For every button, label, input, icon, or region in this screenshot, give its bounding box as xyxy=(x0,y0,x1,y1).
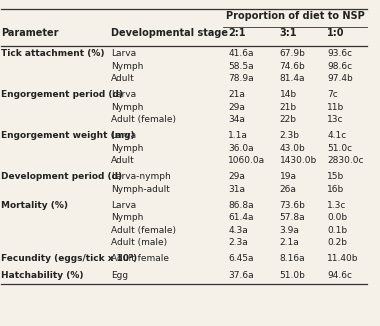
Text: Nymph: Nymph xyxy=(111,144,144,153)
Text: 3.9a: 3.9a xyxy=(280,226,299,235)
Text: 43.0b: 43.0b xyxy=(280,144,305,153)
Text: 93.6c: 93.6c xyxy=(327,49,352,58)
Text: 37.6a: 37.6a xyxy=(228,271,254,280)
Text: Engorgement weight (mg): Engorgement weight (mg) xyxy=(2,131,135,141)
Text: Fecundity (eggs/tick x 10²): Fecundity (eggs/tick x 10²) xyxy=(2,255,138,263)
Text: 81.4a: 81.4a xyxy=(280,74,305,83)
Text: Adult (female): Adult (female) xyxy=(111,115,176,124)
Text: Larva: Larva xyxy=(111,90,136,99)
Text: Larva: Larva xyxy=(111,49,136,58)
Text: Engorgement period (d): Engorgement period (d) xyxy=(2,90,124,99)
Text: 13c: 13c xyxy=(327,115,344,124)
Text: Adult (male): Adult (male) xyxy=(111,238,167,247)
Text: 26a: 26a xyxy=(280,185,296,194)
Text: Adult: Adult xyxy=(111,74,135,83)
Text: 14b: 14b xyxy=(280,90,297,99)
Text: 34a: 34a xyxy=(228,115,245,124)
Text: 36.0a: 36.0a xyxy=(228,144,254,153)
Text: 98.6c: 98.6c xyxy=(327,62,352,70)
Text: 15b: 15b xyxy=(327,172,344,181)
Text: 21a: 21a xyxy=(228,90,245,99)
Text: 29a: 29a xyxy=(228,103,245,111)
Text: 58.5a: 58.5a xyxy=(228,62,254,70)
Text: 3:1: 3:1 xyxy=(280,28,297,38)
Text: 0.1b: 0.1b xyxy=(327,226,347,235)
Text: 0.0b: 0.0b xyxy=(327,214,347,222)
Text: Adult female: Adult female xyxy=(111,255,169,263)
Text: 8.16a: 8.16a xyxy=(280,255,305,263)
Text: 1.1a: 1.1a xyxy=(228,131,248,141)
Text: Developmental stage: Developmental stage xyxy=(111,28,228,38)
Text: 4.3a: 4.3a xyxy=(228,226,248,235)
Text: Nymph: Nymph xyxy=(111,62,144,70)
Text: 4.1c: 4.1c xyxy=(327,131,347,141)
Text: Larva: Larva xyxy=(111,201,136,210)
Text: 51.0c: 51.0c xyxy=(327,144,352,153)
Text: 11b: 11b xyxy=(327,103,344,111)
Text: 61.4a: 61.4a xyxy=(228,214,254,222)
Text: 74.6b: 74.6b xyxy=(280,62,305,70)
Text: 2.1a: 2.1a xyxy=(280,238,299,247)
Text: Nymph-adult: Nymph-adult xyxy=(111,185,170,194)
Text: 86.8a: 86.8a xyxy=(228,201,254,210)
Text: Adult (female): Adult (female) xyxy=(111,226,176,235)
Text: 97.4b: 97.4b xyxy=(327,74,353,83)
Text: 1060.0a: 1060.0a xyxy=(228,156,266,165)
Text: 67.9b: 67.9b xyxy=(280,49,306,58)
Text: 2830.0c: 2830.0c xyxy=(327,156,364,165)
Text: 1:0: 1:0 xyxy=(327,28,345,38)
Text: 1.3c: 1.3c xyxy=(327,201,347,210)
Text: 94.6c: 94.6c xyxy=(327,271,352,280)
Text: Parameter: Parameter xyxy=(2,28,59,38)
Text: Larva-nymph: Larva-nymph xyxy=(111,172,171,181)
Text: 73.6b: 73.6b xyxy=(280,201,306,210)
Text: 7c: 7c xyxy=(327,90,338,99)
Text: 6.45a: 6.45a xyxy=(228,255,254,263)
Text: Development period (d): Development period (d) xyxy=(2,172,122,181)
Text: Tick attachment (%): Tick attachment (%) xyxy=(2,49,105,58)
Text: Nymph: Nymph xyxy=(111,214,144,222)
Text: 22b: 22b xyxy=(280,115,296,124)
Text: Egg: Egg xyxy=(111,271,128,280)
Text: 57.8a: 57.8a xyxy=(280,214,305,222)
Text: 19a: 19a xyxy=(280,172,296,181)
Text: 1430.0b: 1430.0b xyxy=(280,156,317,165)
Text: Hatchability (%): Hatchability (%) xyxy=(2,271,84,280)
Text: 21b: 21b xyxy=(280,103,297,111)
Text: Nymph: Nymph xyxy=(111,103,144,111)
Text: 11.40b: 11.40b xyxy=(327,255,359,263)
Text: 51.0b: 51.0b xyxy=(280,271,306,280)
Text: 16b: 16b xyxy=(327,185,344,194)
Text: Mortality (%): Mortality (%) xyxy=(2,201,68,210)
Text: Larva: Larva xyxy=(111,131,136,141)
Text: 2.3a: 2.3a xyxy=(228,238,248,247)
Text: 0.2b: 0.2b xyxy=(327,238,347,247)
Text: 78.9a: 78.9a xyxy=(228,74,254,83)
Text: 2:1: 2:1 xyxy=(228,28,246,38)
Text: 31a: 31a xyxy=(228,185,245,194)
Text: 2.3b: 2.3b xyxy=(280,131,299,141)
Text: Adult: Adult xyxy=(111,156,135,165)
Text: Proportion of diet to NSP: Proportion of diet to NSP xyxy=(226,11,364,21)
Text: 41.6a: 41.6a xyxy=(228,49,254,58)
Text: 29a: 29a xyxy=(228,172,245,181)
